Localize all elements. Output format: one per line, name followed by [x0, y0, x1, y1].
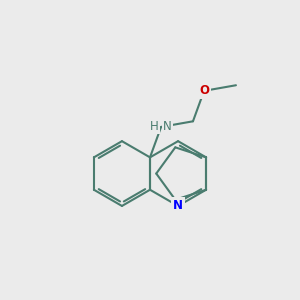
- Text: N: N: [163, 120, 172, 134]
- Text: H: H: [150, 120, 159, 134]
- Text: O: O: [199, 84, 209, 98]
- Text: N: N: [173, 200, 183, 212]
